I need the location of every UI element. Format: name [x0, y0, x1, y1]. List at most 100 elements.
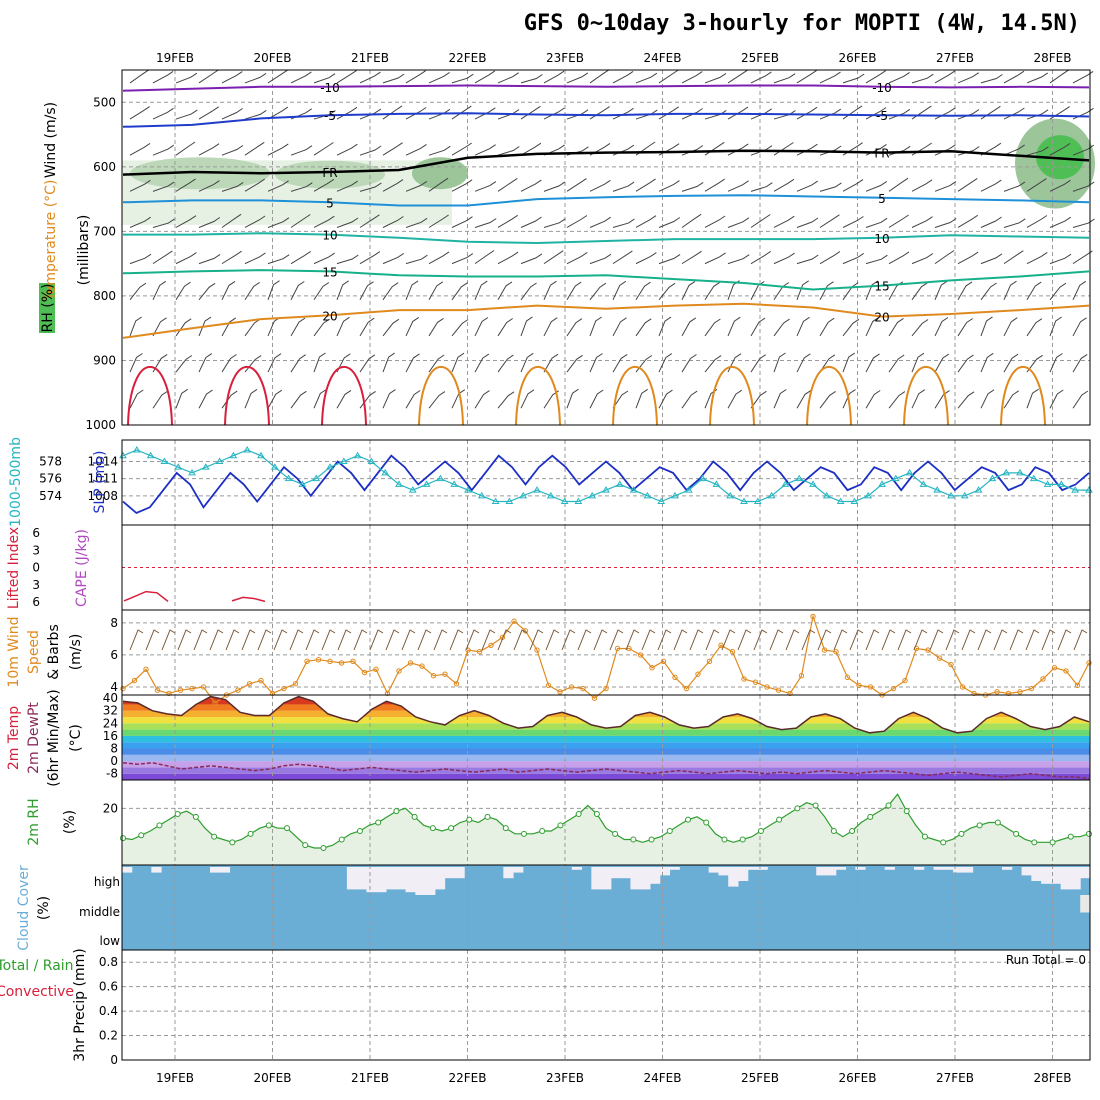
wind-barb	[888, 145, 911, 156]
wind-barb	[1072, 390, 1089, 409]
wind-barb	[750, 182, 773, 192]
rh-point	[666, 828, 673, 834]
wind-barb	[842, 352, 855, 373]
wind-barb	[267, 180, 289, 192]
contour--10	[122, 84, 1090, 92]
thickness-marker	[1057, 480, 1066, 487]
rh-point	[1086, 830, 1092, 837]
wind-barb	[727, 106, 749, 120]
wind-barb	[842, 105, 863, 120]
cloud-high-gap	[816, 867, 827, 876]
wind-barb	[957, 177, 978, 192]
wind-barb	[336, 69, 357, 84]
wind-barb	[727, 316, 741, 337]
wind-barb	[359, 390, 376, 409]
wind-speed-point	[396, 668, 402, 674]
wind-barb	[727, 389, 743, 409]
thickness-marker	[947, 491, 955, 499]
wind-barb	[911, 319, 929, 337]
rh-point	[1031, 839, 1038, 846]
wind-barb-10m	[161, 629, 176, 651]
wind-barb	[244, 281, 260, 301]
wind-barb	[451, 319, 469, 337]
wind-barb	[129, 142, 151, 156]
wind-barb	[1049, 316, 1062, 337]
rh-point	[1013, 830, 1020, 837]
wind-barb	[980, 216, 1002, 228]
wind-barb	[152, 107, 174, 120]
wind-speed-point	[453, 681, 460, 687]
y-tick-label: 700	[93, 224, 116, 238]
wind-barb	[819, 354, 836, 373]
thickness-marker	[836, 497, 845, 505]
wind-barb	[796, 316, 810, 337]
rh-point	[739, 836, 746, 843]
contour-label: FR	[322, 166, 337, 180]
wind-barb	[888, 317, 904, 337]
wind-barb	[819, 145, 842, 156]
wind-speed-point	[235, 687, 241, 693]
wind-barb	[704, 252, 726, 265]
x-tick-label-bottom: 28FEB	[1034, 1071, 1072, 1085]
contour-label: 15	[322, 265, 337, 279]
wind-barb	[796, 353, 811, 373]
wind-barb	[428, 354, 445, 373]
y-tick-label: 20	[103, 801, 118, 815]
thickness-marker	[270, 463, 279, 470]
wind-barb	[474, 280, 488, 300]
rh-legend-swatch	[39, 283, 55, 333]
wind-barb	[313, 282, 330, 301]
wind-barb-10m	[1057, 629, 1072, 651]
wind-barb-10m	[289, 629, 304, 651]
wind-barb	[750, 317, 766, 337]
wind-barb-10m	[305, 629, 320, 651]
wind-barb	[819, 71, 841, 84]
temp-color-band	[122, 729, 1090, 736]
thickness-marker	[878, 480, 886, 487]
wind-barb	[359, 354, 376, 373]
rh-point	[174, 811, 181, 817]
wind-barb	[290, 71, 312, 84]
wind-barb	[451, 216, 473, 228]
wind-barb	[267, 106, 289, 120]
wind-barb	[566, 72, 589, 84]
wind-barb	[543, 353, 559, 373]
rh-point	[411, 813, 418, 820]
minmax-label: (6hr Min/Max)	[46, 689, 62, 786]
wind-barb	[796, 254, 819, 265]
wind-barb	[198, 316, 212, 337]
wind-barb	[980, 282, 997, 301]
wind-barb	[704, 318, 721, 337]
surface-contour	[515, 365, 561, 426]
thickness-marker	[795, 474, 804, 482]
thickness-marker	[767, 491, 776, 499]
wind-barb	[1049, 179, 1071, 192]
wind10-label: (m/s)	[68, 634, 84, 671]
slp-line	[122, 454, 1090, 515]
wind-barb	[842, 252, 864, 265]
wind-barb-10m	[1009, 629, 1024, 651]
wind-barb-10m	[609, 629, 624, 651]
wind-barb	[474, 218, 497, 228]
y-tick-label: 500	[93, 95, 116, 109]
wind-speed-point	[683, 685, 690, 692]
cloud-high-gap	[610, 867, 622, 879]
wind-barb	[359, 251, 381, 265]
wind-barb-10m	[625, 629, 640, 651]
cloud-high-gap	[1070, 867, 1081, 890]
chart-title: GFS 0~10day 3-hourly for MOPTI (4W, 14.5…	[524, 11, 1080, 36]
thickness-marker	[615, 480, 624, 487]
rh-point	[885, 802, 892, 809]
wind-barb	[704, 355, 722, 373]
wind-barb	[727, 217, 750, 228]
wind-barb	[474, 144, 496, 156]
thickness-marker	[1029, 474, 1038, 482]
cloud-high-gap	[151, 867, 162, 873]
thickness-marker	[698, 474, 707, 482]
thickness-marker	[229, 451, 238, 459]
wind-barb-10m	[1073, 629, 1088, 651]
rh-point	[520, 830, 527, 837]
wind-barb	[175, 109, 198, 120]
rh-point	[648, 836, 655, 843]
rh-point	[812, 802, 819, 809]
